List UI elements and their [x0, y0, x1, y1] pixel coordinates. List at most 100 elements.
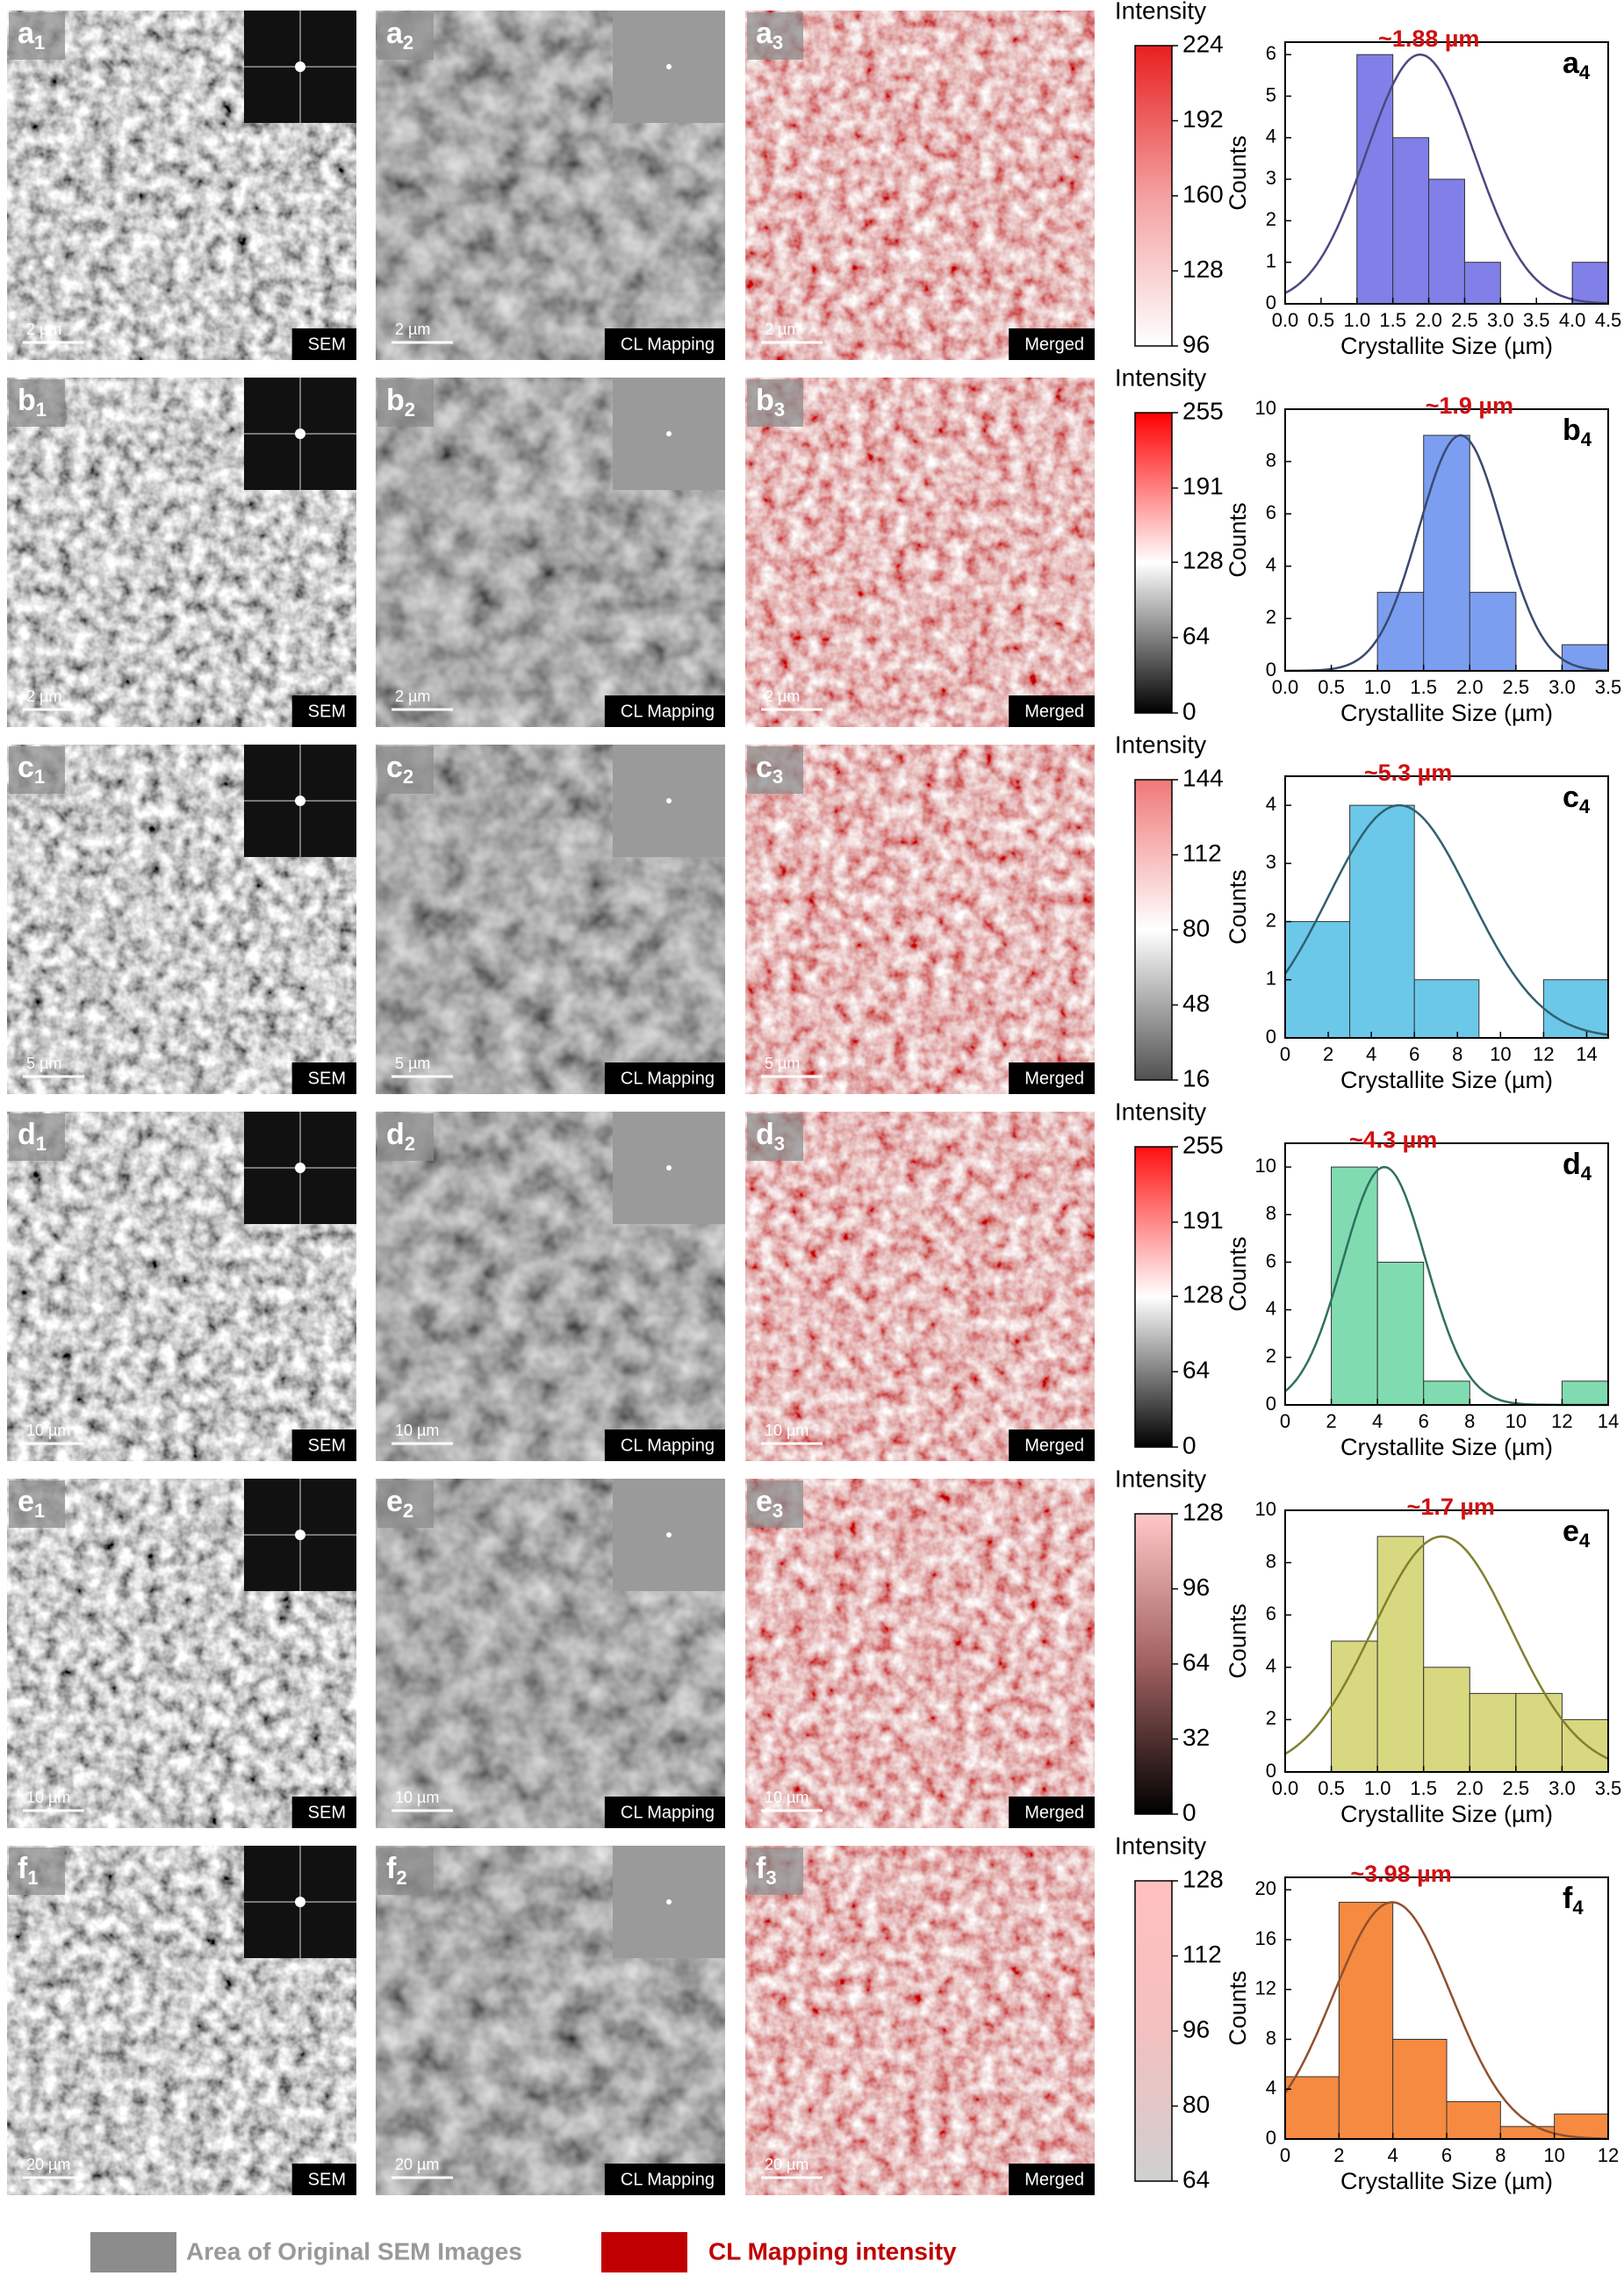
label-letter: c [386, 751, 403, 784]
histogram-bar [1515, 1693, 1563, 1773]
colorbar-tick-label: 144 [1182, 764, 1224, 791]
image-tag: SEM [308, 702, 346, 721]
micrograph [745, 378, 1095, 727]
scale-bar-label: 10 µm [395, 1789, 439, 1806]
x-tick-label: 4 [1388, 2144, 1398, 2166]
histogram-bar [1376, 592, 1425, 672]
label-letter: b [386, 384, 405, 417]
panel-label: c1 [18, 751, 45, 788]
x-tick-label: 10 [1490, 1043, 1511, 1065]
y-tick-label: 4 [1266, 1297, 1276, 1319]
x-tick-label: 8 [1452, 1043, 1462, 1065]
label-subscript: 2 [403, 1500, 413, 1522]
label-letter: e [1563, 1515, 1579, 1548]
scale-bar-label: 2 µm [395, 688, 430, 705]
image-tag: CL Mapping [621, 1069, 715, 1088]
y-axis-label: Counts [1225, 1970, 1251, 2046]
y-axis-label: Counts [1225, 135, 1251, 211]
scale-bar-label: 10 µm [26, 1789, 70, 1806]
x-tick-label: 3.5 [1523, 309, 1550, 331]
x-axis-label: Crystallite Size (µm) [1340, 1801, 1553, 1827]
tag-box [1009, 1797, 1095, 1828]
tag-box [604, 2164, 725, 2195]
colorbar-tick-label: 192 [1182, 105, 1224, 133]
tag-box [291, 1062, 356, 1094]
y-tick-label: 10 [1255, 397, 1276, 419]
panel-label: c3 [756, 751, 783, 788]
histogram-bar [1356, 54, 1394, 305]
y-axis-label: Counts [1225, 1236, 1251, 1312]
y-tick-label: 8 [1266, 1202, 1276, 1224]
y-axis-label: Counts [1225, 1603, 1251, 1679]
y-tick-label: 12 [1255, 1977, 1276, 1999]
scale-bar-label: 2 µm [26, 320, 61, 338]
histogram-bar [1284, 921, 1351, 1039]
label-letter: e [386, 1485, 403, 1518]
label-letter: d [18, 1118, 36, 1151]
label-letter: a [386, 17, 404, 50]
y-tick-label: 4 [1266, 126, 1276, 148]
colorbar-tick-label: 128 [1182, 256, 1224, 283]
x-tick-label: 10 [1543, 2144, 1564, 2166]
colorbar-tick-label: 224 [1182, 30, 1224, 57]
fit-annotation: ~1.88 µm [1378, 25, 1479, 52]
y-tick-label: 1 [1266, 968, 1276, 990]
panel-label-box [377, 379, 434, 427]
label-subscript: 1 [34, 766, 45, 788]
x-tick-label: 2 [1333, 2144, 1344, 2166]
tag-box [1009, 2164, 1095, 2195]
colorbar [1134, 45, 1173, 347]
label-letter: a [18, 17, 35, 50]
label-subscript: 4 [1581, 1163, 1592, 1185]
image-tag: Merged [1024, 702, 1084, 721]
label-subscript: 1 [36, 399, 47, 421]
label-subscript: 2 [403, 32, 413, 54]
x-axis-label: Crystallite Size (µm) [1340, 2168, 1553, 2194]
tag-box [1009, 1062, 1095, 1094]
histogram-bar [1463, 262, 1501, 305]
tag-box [291, 2164, 356, 2195]
y-tick-label: 6 [1266, 1602, 1276, 1624]
panel-label: a1 [18, 17, 45, 54]
scale-bar-label: 2 µm [765, 320, 800, 338]
label-subscript: 3 [774, 399, 785, 421]
x-tick-label: 3.0 [1549, 676, 1576, 698]
fft-spot [295, 1163, 305, 1173]
x-tick-label: 3.0 [1487, 309, 1514, 331]
y-tick-label: 4 [1266, 554, 1276, 576]
tag-box [1009, 695, 1095, 727]
y-tick-label: 10 [1255, 1498, 1276, 1520]
x-tick-label: 0.0 [1272, 676, 1299, 698]
tag-box [1009, 328, 1095, 360]
y-tick-label: 0 [1266, 2127, 1276, 2149]
fit-curve [1284, 53, 1609, 305]
x-tick-label: 0.0 [1272, 309, 1299, 331]
label-letter: c [1563, 781, 1579, 814]
panel-label: e1 [18, 1485, 45, 1522]
colorbar-tick-label: 80 [1182, 914, 1210, 941]
colorbar-tick-label: 0 [1182, 697, 1196, 724]
colorbar-tick-label: 255 [1182, 397, 1224, 424]
x-tick-label: 1.5 [1410, 676, 1437, 698]
fft-spot [666, 1165, 672, 1170]
y-tick-label: 0 [1266, 1760, 1276, 1782]
micrograph [745, 1846, 1095, 2195]
histogram-bar [1423, 1380, 1470, 1406]
panel-label-box [9, 1480, 65, 1528]
colorbar-tick-label: 96 [1182, 330, 1210, 357]
y-tick-label: 2 [1266, 208, 1276, 230]
colorbar-title: Intensity [1115, 364, 1206, 391]
y-tick-label: 4 [1266, 2077, 1276, 2099]
chart-panel-label: b4 [1563, 414, 1592, 450]
histogram-bar [1469, 1693, 1517, 1773]
colorbar-tick-label: 64 [1182, 1648, 1210, 1675]
histogram-bar [1446, 2100, 1501, 2140]
colorbar [1134, 1146, 1173, 1448]
legend-label: Area of Original SEM Images [186, 2237, 522, 2265]
label-letter: e [18, 1485, 34, 1518]
tag-box [604, 328, 725, 360]
label-subscript: 3 [772, 32, 783, 54]
fft-spot [666, 1899, 672, 1905]
y-tick-label: 3 [1266, 851, 1276, 873]
plot-frame [1284, 775, 1609, 1039]
